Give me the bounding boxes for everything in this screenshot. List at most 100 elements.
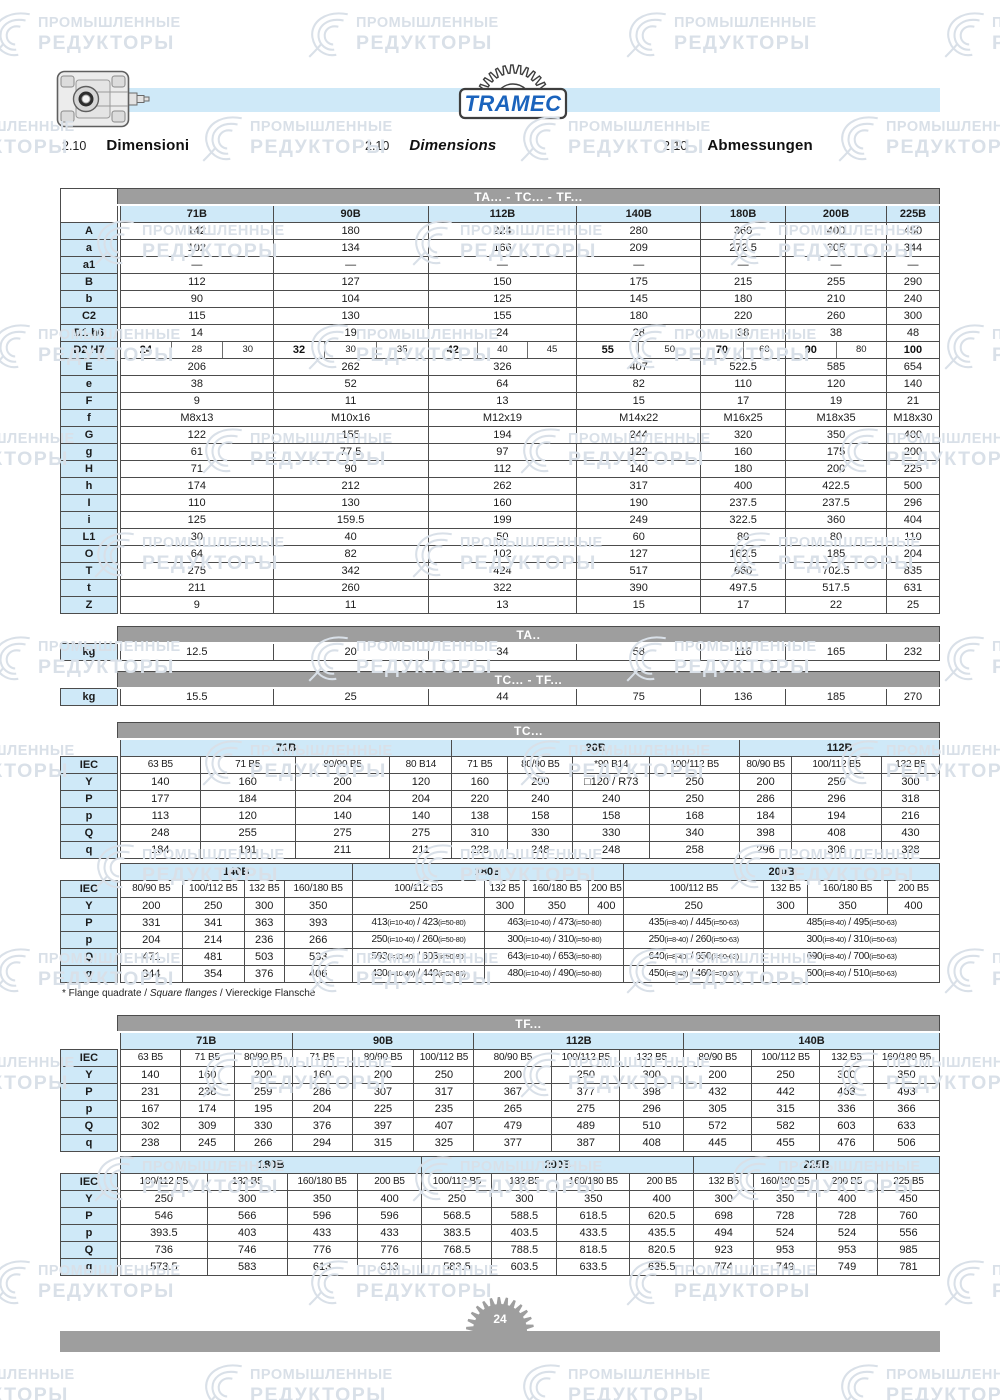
value-cell: 455 xyxy=(751,1134,820,1152)
value-cell: 433.5 xyxy=(556,1224,631,1242)
gap-cell xyxy=(116,341,121,359)
gap-cell xyxy=(116,1049,121,1067)
value-cell: 270 xyxy=(885,687,941,706)
value-cell: 585 xyxy=(785,358,887,376)
value-cell: 58 xyxy=(576,642,702,661)
heading-abmessungen: 2.10 Abmessungen xyxy=(663,137,813,154)
gap-cell xyxy=(116,1083,121,1101)
value-cell: 48 xyxy=(885,324,941,342)
group-header: 180B xyxy=(119,1156,423,1174)
value-cell: 160 xyxy=(291,1066,353,1084)
swirl-icon xyxy=(0,12,30,57)
row-label: Z xyxy=(60,596,118,614)
column-header: 112B xyxy=(427,204,578,223)
value-cell: 184 xyxy=(199,790,296,808)
table-row: a1— — — — — — — xyxy=(60,256,941,274)
row-label: Y xyxy=(60,1066,118,1084)
value-cell: 433 xyxy=(356,1224,423,1242)
value-cell: — xyxy=(272,256,429,274)
iec-size: 80/90 B5 xyxy=(507,756,574,774)
value-cell: 158 xyxy=(507,807,574,825)
group-header: 90B xyxy=(291,1031,475,1050)
group-header: 71B xyxy=(119,738,453,757)
value-cell: 204 xyxy=(291,1100,353,1118)
value-cell: 485(i=8-40) / 495(i=50-63) xyxy=(763,914,940,932)
table-title: TA... - TC... - TF... xyxy=(116,188,941,206)
iec-size: 71 B5 xyxy=(179,1049,235,1067)
iec-size: 63 B5 xyxy=(119,756,201,774)
value-cell: 204 xyxy=(885,545,941,563)
gap-cell xyxy=(116,494,121,512)
value-cell: — xyxy=(427,256,578,274)
value-cell: 165 xyxy=(785,642,887,661)
weight-table-1: TC... - TF... kg 15.5 25 44 75 136 185 270 xyxy=(60,671,941,706)
value-cell: 185 xyxy=(785,545,887,563)
row-label: q xyxy=(60,1134,118,1152)
gap-cell xyxy=(116,824,121,842)
gap-cell xyxy=(116,290,121,308)
table-row: B 112 127 150 175 215 255 290 xyxy=(60,273,941,291)
gap-cell xyxy=(116,1224,121,1242)
row-label: e xyxy=(60,375,118,393)
value-cell: 407 xyxy=(413,1117,475,1135)
value-cell: 296 xyxy=(791,790,882,808)
tf-table-part2-slot: 180B 200B 225B IEC 100/112 B5 132 B5 160/180 B… xyxy=(60,1156,941,1276)
swirl-icon xyxy=(202,116,242,162)
value-cell: 430 xyxy=(880,824,941,842)
value-cell: 235 xyxy=(413,1100,475,1118)
value-cell: 158 xyxy=(572,807,651,825)
table-row: IEC 63 B5 71 B5 80/90 B5 80 B14 71 B5 80/90 B5… xyxy=(60,756,941,774)
row-label: i xyxy=(60,511,118,529)
gap-cell xyxy=(116,880,121,898)
value-cell: — xyxy=(885,256,941,274)
value-cell: 60 xyxy=(576,528,702,546)
tc-table-part2-slot: 140B 180B 200B IEC 80/90 B5 100/112 B5 132 B5 1… xyxy=(60,863,941,983)
group-header: 140B xyxy=(119,863,353,881)
value-cell: 517.5 xyxy=(785,579,887,597)
value-cell: 14 xyxy=(119,324,274,342)
table-row: 71B 90B 112B 140B 180B 200B 225B xyxy=(61,204,941,223)
row-label: F xyxy=(60,392,118,410)
bore-option: 30 xyxy=(221,342,272,358)
value-cell: 82 xyxy=(272,545,429,563)
gap-cell xyxy=(116,773,121,791)
value-cell: 326 xyxy=(427,358,578,376)
swirl-icon xyxy=(944,636,984,682)
table-row: p 113 120 140 140 138 158 158 168 184 194 216 xyxy=(60,807,941,825)
value-cell: 318 xyxy=(880,790,941,808)
gap-cell xyxy=(116,1241,121,1259)
value-cell: 200 xyxy=(785,460,887,478)
value-cell: 112 xyxy=(427,460,578,478)
value-cell: 180 xyxy=(272,222,429,240)
value-cell: 116 xyxy=(700,642,787,661)
value-cell: 250 xyxy=(351,897,486,915)
value-cell: 34 xyxy=(427,642,578,661)
value-cell: 322 xyxy=(427,579,578,597)
iec-size: 132 B5 xyxy=(880,756,941,774)
table-row: e 38 52 64 82 110 120 140 xyxy=(60,375,941,393)
value-cell: 603.5 xyxy=(491,1258,558,1276)
value-cell: 510 xyxy=(619,1117,685,1135)
gap-cell xyxy=(116,1117,121,1135)
gap-cell xyxy=(116,688,121,706)
value-cell: 225 xyxy=(351,1100,415,1118)
swirl-icon xyxy=(841,1364,878,1400)
value-cell: 102 xyxy=(119,239,274,257)
tc-table-part2: 140B 180B 200B IEC 80/90 B5 100/112 B5 132 B5 1… xyxy=(60,863,941,983)
table-row: TC... - TF... xyxy=(61,671,941,689)
value-cell: 38 xyxy=(119,375,274,393)
value-cell: 266 xyxy=(233,1134,293,1152)
value-cell: 216 xyxy=(880,807,941,825)
value-cell: 432 xyxy=(683,1083,753,1101)
value-cell: 145 xyxy=(576,290,702,308)
table-row: Y 250 300 350 400 250 300 350 400 300 350 400 450 xyxy=(60,1190,941,1208)
value-cell: 200 xyxy=(473,1066,553,1084)
value-cell: 200 xyxy=(119,897,183,915)
group-header: 180B xyxy=(351,863,625,881)
weight-table-0: TA.. kg 12.5 20 34 58 116 165 232 xyxy=(60,626,941,661)
